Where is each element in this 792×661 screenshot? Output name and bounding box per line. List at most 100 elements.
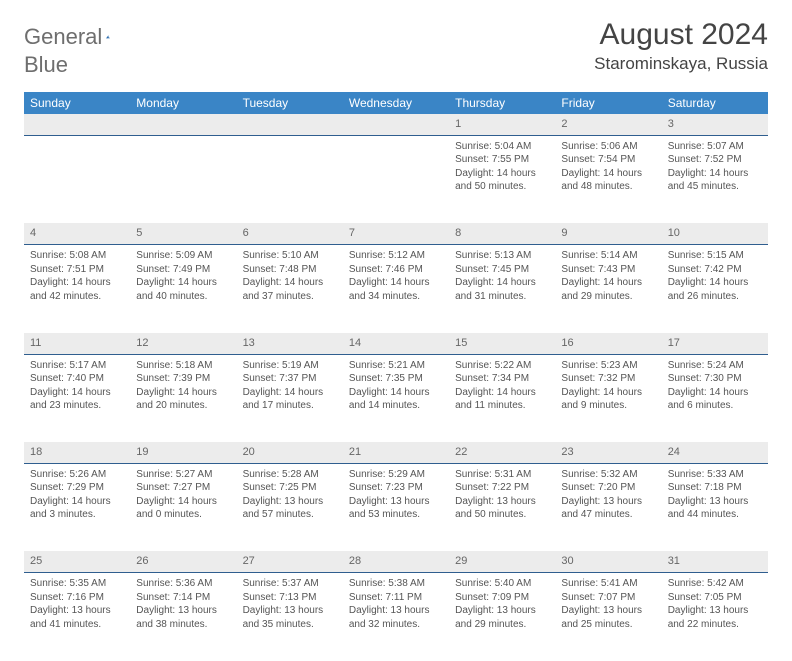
sunset-line: Sunset: 7:14 PM (136, 591, 230, 605)
day-info: Sunrise: 5:12 AMSunset: 7:46 PMDaylight:… (343, 245, 449, 311)
day-header: Wednesday (343, 92, 449, 114)
sunset-line: Sunset: 7:13 PM (243, 591, 337, 605)
day-info: Sunrise: 5:33 AMSunset: 7:18 PMDaylight:… (662, 464, 768, 530)
sunset-line: Sunset: 7:25 PM (243, 481, 337, 495)
sunrise-line: Sunrise: 5:21 AM (349, 359, 443, 373)
day-cell: Sunrise: 5:32 AMSunset: 7:20 PMDaylight:… (555, 463, 661, 551)
sunrise-line: Sunrise: 5:08 AM (30, 249, 124, 263)
sunset-line: Sunset: 7:34 PM (455, 372, 549, 386)
daylight-line: Daylight: 13 hours and 44 minutes. (668, 495, 762, 522)
sunrise-line: Sunrise: 5:36 AM (136, 577, 230, 591)
location-label: Starominskaya, Russia (594, 54, 768, 74)
calendar-body: 123Sunrise: 5:04 AMSunset: 7:55 PMDaylig… (24, 114, 768, 661)
daylight-line: Daylight: 14 hours and 23 minutes. (30, 386, 124, 413)
sunset-line: Sunset: 7:29 PM (30, 481, 124, 495)
sunset-line: Sunset: 7:23 PM (349, 481, 443, 495)
sunrise-line: Sunrise: 5:17 AM (30, 359, 124, 373)
daylight-line: Daylight: 13 hours and 25 minutes. (561, 604, 655, 631)
empty-cell (237, 135, 343, 223)
daylight-line: Daylight: 14 hours and 40 minutes. (136, 276, 230, 303)
sunrise-line: Sunrise: 5:23 AM (561, 359, 655, 373)
brand-part2: Blue (24, 52, 68, 78)
sunrise-line: Sunrise: 5:40 AM (455, 577, 549, 591)
daylight-line: Daylight: 14 hours and 14 minutes. (349, 386, 443, 413)
month-title: August 2024 (594, 18, 768, 52)
sunset-line: Sunset: 7:39 PM (136, 372, 230, 386)
sunrise-line: Sunrise: 5:33 AM (668, 468, 762, 482)
day-number: 16 (555, 333, 661, 354)
sunset-line: Sunset: 7:20 PM (561, 481, 655, 495)
day-info: Sunrise: 5:21 AMSunset: 7:35 PMDaylight:… (343, 355, 449, 421)
day-number: 7 (343, 223, 449, 244)
daylight-line: Daylight: 14 hours and 34 minutes. (349, 276, 443, 303)
day-number: 30 (555, 551, 661, 572)
day-info: Sunrise: 5:10 AMSunset: 7:48 PMDaylight:… (237, 245, 343, 311)
brand-logo: General (24, 24, 130, 50)
day-number: 14 (343, 333, 449, 354)
day-number: 29 (449, 551, 555, 572)
day-number: 19 (130, 442, 236, 463)
day-info: Sunrise: 5:15 AMSunset: 7:42 PMDaylight:… (662, 245, 768, 311)
calendar-head: SundayMondayTuesdayWednesdayThursdayFrid… (24, 92, 768, 114)
day-info: Sunrise: 5:36 AMSunset: 7:14 PMDaylight:… (130, 573, 236, 639)
day-cell: Sunrise: 5:12 AMSunset: 7:46 PMDaylight:… (343, 245, 449, 333)
sunrise-line: Sunrise: 5:09 AM (136, 249, 230, 263)
empty-cell (130, 135, 236, 223)
brand-part1: General (24, 24, 102, 50)
day-cell: Sunrise: 5:36 AMSunset: 7:14 PMDaylight:… (130, 573, 236, 661)
day-cell: Sunrise: 5:23 AMSunset: 7:32 PMDaylight:… (555, 354, 661, 442)
daynum-row: 45678910 (24, 223, 768, 244)
day-info: Sunrise: 5:13 AMSunset: 7:45 PMDaylight:… (449, 245, 555, 311)
sunrise-line: Sunrise: 5:37 AM (243, 577, 337, 591)
day-number: 24 (662, 442, 768, 463)
day-info: Sunrise: 5:18 AMSunset: 7:39 PMDaylight:… (130, 355, 236, 421)
day-number: 31 (662, 551, 768, 572)
day-info: Sunrise: 5:40 AMSunset: 7:09 PMDaylight:… (449, 573, 555, 639)
day-info: Sunrise: 5:41 AMSunset: 7:07 PMDaylight:… (555, 573, 661, 639)
day-cell: Sunrise: 5:29 AMSunset: 7:23 PMDaylight:… (343, 463, 449, 551)
sunrise-line: Sunrise: 5:14 AM (561, 249, 655, 263)
day-number: 2 (555, 114, 661, 135)
empty-cell (343, 135, 449, 223)
day-info: Sunrise: 5:35 AMSunset: 7:16 PMDaylight:… (24, 573, 130, 639)
sunset-line: Sunset: 7:42 PM (668, 263, 762, 277)
title-block: August 2024 Starominskaya, Russia (594, 18, 768, 74)
empty-cell (343, 114, 449, 135)
day-number: 3 (662, 114, 768, 135)
daylight-line: Daylight: 13 hours and 32 minutes. (349, 604, 443, 631)
sunrise-line: Sunrise: 5:42 AM (668, 577, 762, 591)
day-info: Sunrise: 5:31 AMSunset: 7:22 PMDaylight:… (449, 464, 555, 530)
day-number: 23 (555, 442, 661, 463)
daynum-row: 123 (24, 114, 768, 135)
day-header: Monday (130, 92, 236, 114)
day-number: 15 (449, 333, 555, 354)
sunset-line: Sunset: 7:43 PM (561, 263, 655, 277)
day-cell: Sunrise: 5:38 AMSunset: 7:11 PMDaylight:… (343, 573, 449, 661)
sunset-line: Sunset: 7:40 PM (30, 372, 124, 386)
day-cell: Sunrise: 5:41 AMSunset: 7:07 PMDaylight:… (555, 573, 661, 661)
daylight-line: Daylight: 14 hours and 17 minutes. (243, 386, 337, 413)
day-cell: Sunrise: 5:27 AMSunset: 7:27 PMDaylight:… (130, 463, 236, 551)
info-row: Sunrise: 5:26 AMSunset: 7:29 PMDaylight:… (24, 463, 768, 551)
day-cell: Sunrise: 5:33 AMSunset: 7:18 PMDaylight:… (662, 463, 768, 551)
day-header: Sunday (24, 92, 130, 114)
day-number: 22 (449, 442, 555, 463)
day-number: 27 (237, 551, 343, 572)
info-row: Sunrise: 5:04 AMSunset: 7:55 PMDaylight:… (24, 135, 768, 223)
daylight-line: Daylight: 14 hours and 0 minutes. (136, 495, 230, 522)
daylight-line: Daylight: 14 hours and 48 minutes. (561, 167, 655, 194)
day-cell: Sunrise: 5:13 AMSunset: 7:45 PMDaylight:… (449, 245, 555, 333)
day-cell: Sunrise: 5:26 AMSunset: 7:29 PMDaylight:… (24, 463, 130, 551)
day-info: Sunrise: 5:42 AMSunset: 7:05 PMDaylight:… (662, 573, 768, 639)
day-cell: Sunrise: 5:42 AMSunset: 7:05 PMDaylight:… (662, 573, 768, 661)
day-info: Sunrise: 5:04 AMSunset: 7:55 PMDaylight:… (449, 136, 555, 202)
sunrise-line: Sunrise: 5:15 AM (668, 249, 762, 263)
sunrise-line: Sunrise: 5:31 AM (455, 468, 549, 482)
sunset-line: Sunset: 7:11 PM (349, 591, 443, 605)
day-cell: Sunrise: 5:37 AMSunset: 7:13 PMDaylight:… (237, 573, 343, 661)
day-cell: Sunrise: 5:15 AMSunset: 7:42 PMDaylight:… (662, 245, 768, 333)
info-row: Sunrise: 5:35 AMSunset: 7:16 PMDaylight:… (24, 573, 768, 661)
sunrise-line: Sunrise: 5:19 AM (243, 359, 337, 373)
day-cell: Sunrise: 5:35 AMSunset: 7:16 PMDaylight:… (24, 573, 130, 661)
daylight-line: Daylight: 14 hours and 20 minutes. (136, 386, 230, 413)
